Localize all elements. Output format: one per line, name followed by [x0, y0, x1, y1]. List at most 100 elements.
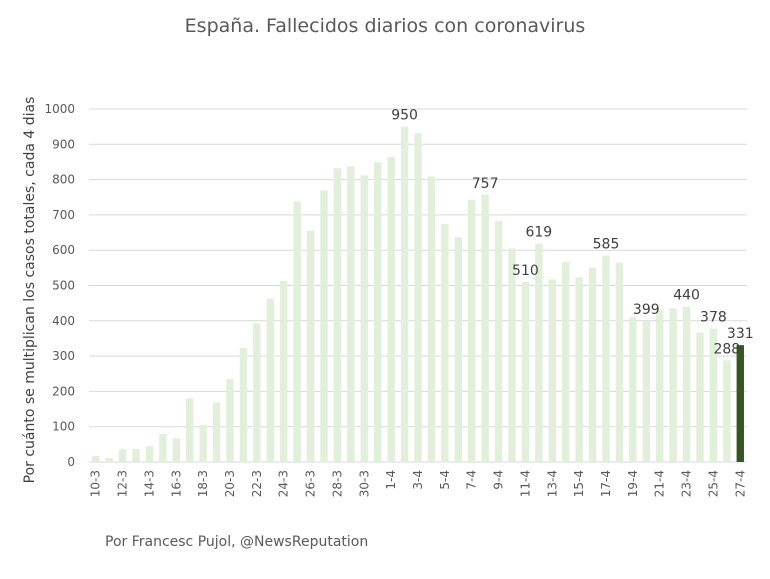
y-tick-label: 900	[52, 137, 75, 151]
bar	[374, 162, 382, 463]
footer-credit: Por Francesc Pujol, @NewsReputation	[105, 534, 369, 550]
bar	[306, 230, 315, 462]
bar	[709, 328, 718, 462]
x-tick-label: 23-4	[680, 470, 694, 497]
bar	[280, 280, 288, 462]
x-tick-label: 1-4	[384, 470, 398, 490]
y-tick-label: 1000	[44, 102, 75, 116]
bar	[320, 190, 328, 462]
bar	[575, 277, 583, 462]
bar	[226, 379, 234, 462]
bar	[481, 194, 489, 463]
x-tick-label: 11-4	[518, 470, 532, 497]
bar	[588, 267, 597, 462]
bar	[105, 458, 113, 462]
bar	[293, 201, 301, 462]
bar	[132, 448, 140, 462]
bar	[253, 323, 261, 462]
chart-title: España. Fallecidos diarios con coronavir…	[184, 15, 586, 37]
bar	[682, 306, 691, 462]
bar	[736, 345, 744, 462]
bar	[602, 255, 610, 462]
x-tick-label: 27-4	[733, 470, 747, 497]
y-tick-label: 800	[52, 173, 75, 187]
bar	[360, 175, 368, 462]
data-label: 619	[525, 224, 552, 240]
bar	[427, 176, 436, 462]
x-tick-label: 16-3	[169, 470, 183, 497]
bar	[521, 281, 530, 462]
bar	[239, 347, 248, 462]
y-tick-label: 100	[52, 420, 75, 434]
x-axis-ticks: 10-3 12-3 14-3 16-3 18-3 20-3 22-3 24-3 26-3 28-3…	[89, 470, 748, 497]
x-tick-label: 20-3	[223, 470, 237, 497]
bar	[494, 220, 503, 462]
x-tick-label: 5-4	[438, 470, 452, 490]
bar	[562, 261, 570, 462]
x-tick-label: 18-3	[196, 470, 210, 497]
bar	[159, 433, 167, 462]
bar	[199, 424, 207, 462]
bar	[186, 398, 194, 462]
data-label: 510	[512, 263, 539, 279]
bar	[118, 449, 127, 462]
x-tick-label: 10-3	[89, 470, 103, 497]
y-axis-ticks: 0 100 200 300 400 500 600 700 800 900 1000	[44, 102, 75, 469]
bar	[400, 126, 409, 463]
bar	[508, 248, 516, 462]
data-label: 585	[593, 236, 620, 252]
bar	[615, 262, 624, 462]
bar	[642, 321, 650, 462]
data-label: 399	[633, 302, 660, 318]
y-tick-label: 700	[52, 208, 75, 222]
x-tick-label: 7-4	[465, 470, 479, 490]
bar	[669, 308, 677, 462]
bar	[387, 157, 395, 462]
bar	[696, 332, 704, 462]
x-tick-label: 26-3	[304, 470, 318, 497]
x-tick-label: 28-3	[330, 470, 344, 497]
bars	[92, 126, 744, 463]
data-label: 331	[727, 326, 754, 342]
x-tick-label: 25-4	[706, 470, 720, 497]
x-tick-label: 17-4	[599, 470, 613, 497]
bar	[266, 298, 274, 462]
y-tick-label: 200	[52, 384, 75, 398]
x-tick-label: 19-4	[626, 470, 640, 497]
y-tick-label: 600	[52, 243, 75, 257]
x-tick-label: 14-3	[142, 470, 156, 497]
x-tick-label: 15-4	[572, 470, 586, 497]
bar	[548, 279, 556, 462]
bar	[333, 168, 342, 462]
bar	[535, 243, 543, 462]
bar	[441, 224, 449, 462]
data-label: 757	[472, 176, 499, 192]
bar	[656, 310, 664, 462]
y-tick-label: 300	[52, 349, 75, 363]
y-tick-label: 400	[52, 314, 75, 328]
x-tick-label: 30-3	[357, 470, 371, 497]
bar	[454, 237, 462, 462]
bar	[212, 402, 221, 462]
bar	[92, 455, 100, 462]
bar	[723, 360, 731, 462]
x-tick-label: 21-4	[653, 470, 667, 497]
bar	[347, 166, 355, 462]
data-label: 440	[673, 288, 700, 304]
x-tick-label: 12-3	[116, 470, 130, 497]
bar	[172, 438, 180, 462]
bar	[468, 199, 476, 462]
x-tick-label: 24-3	[277, 470, 291, 497]
x-tick-label: 9-4	[492, 470, 506, 490]
y-tick-label: 0	[67, 455, 75, 469]
x-tick-label: 13-4	[545, 470, 559, 497]
data-label: 288	[713, 341, 740, 357]
bar	[629, 317, 637, 462]
bar	[145, 446, 154, 462]
data-label: 950	[391, 108, 418, 124]
y-axis-label: Por cuánto se multiplican los casos tota…	[22, 97, 38, 484]
data-label: 378	[700, 310, 727, 326]
x-tick-label: 3-4	[411, 470, 425, 490]
